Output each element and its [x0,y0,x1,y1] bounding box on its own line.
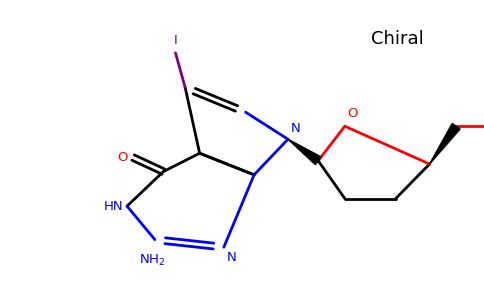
Text: O: O [117,151,127,164]
Text: HN: HN [104,200,123,213]
Text: N: N [227,251,236,264]
Text: NH$_2$: NH$_2$ [139,253,166,268]
Text: Chiral: Chiral [371,30,423,48]
Text: O: O [348,107,358,120]
Text: I: I [174,34,177,47]
Text: N: N [290,122,300,135]
Polygon shape [430,124,460,164]
Polygon shape [288,139,321,165]
